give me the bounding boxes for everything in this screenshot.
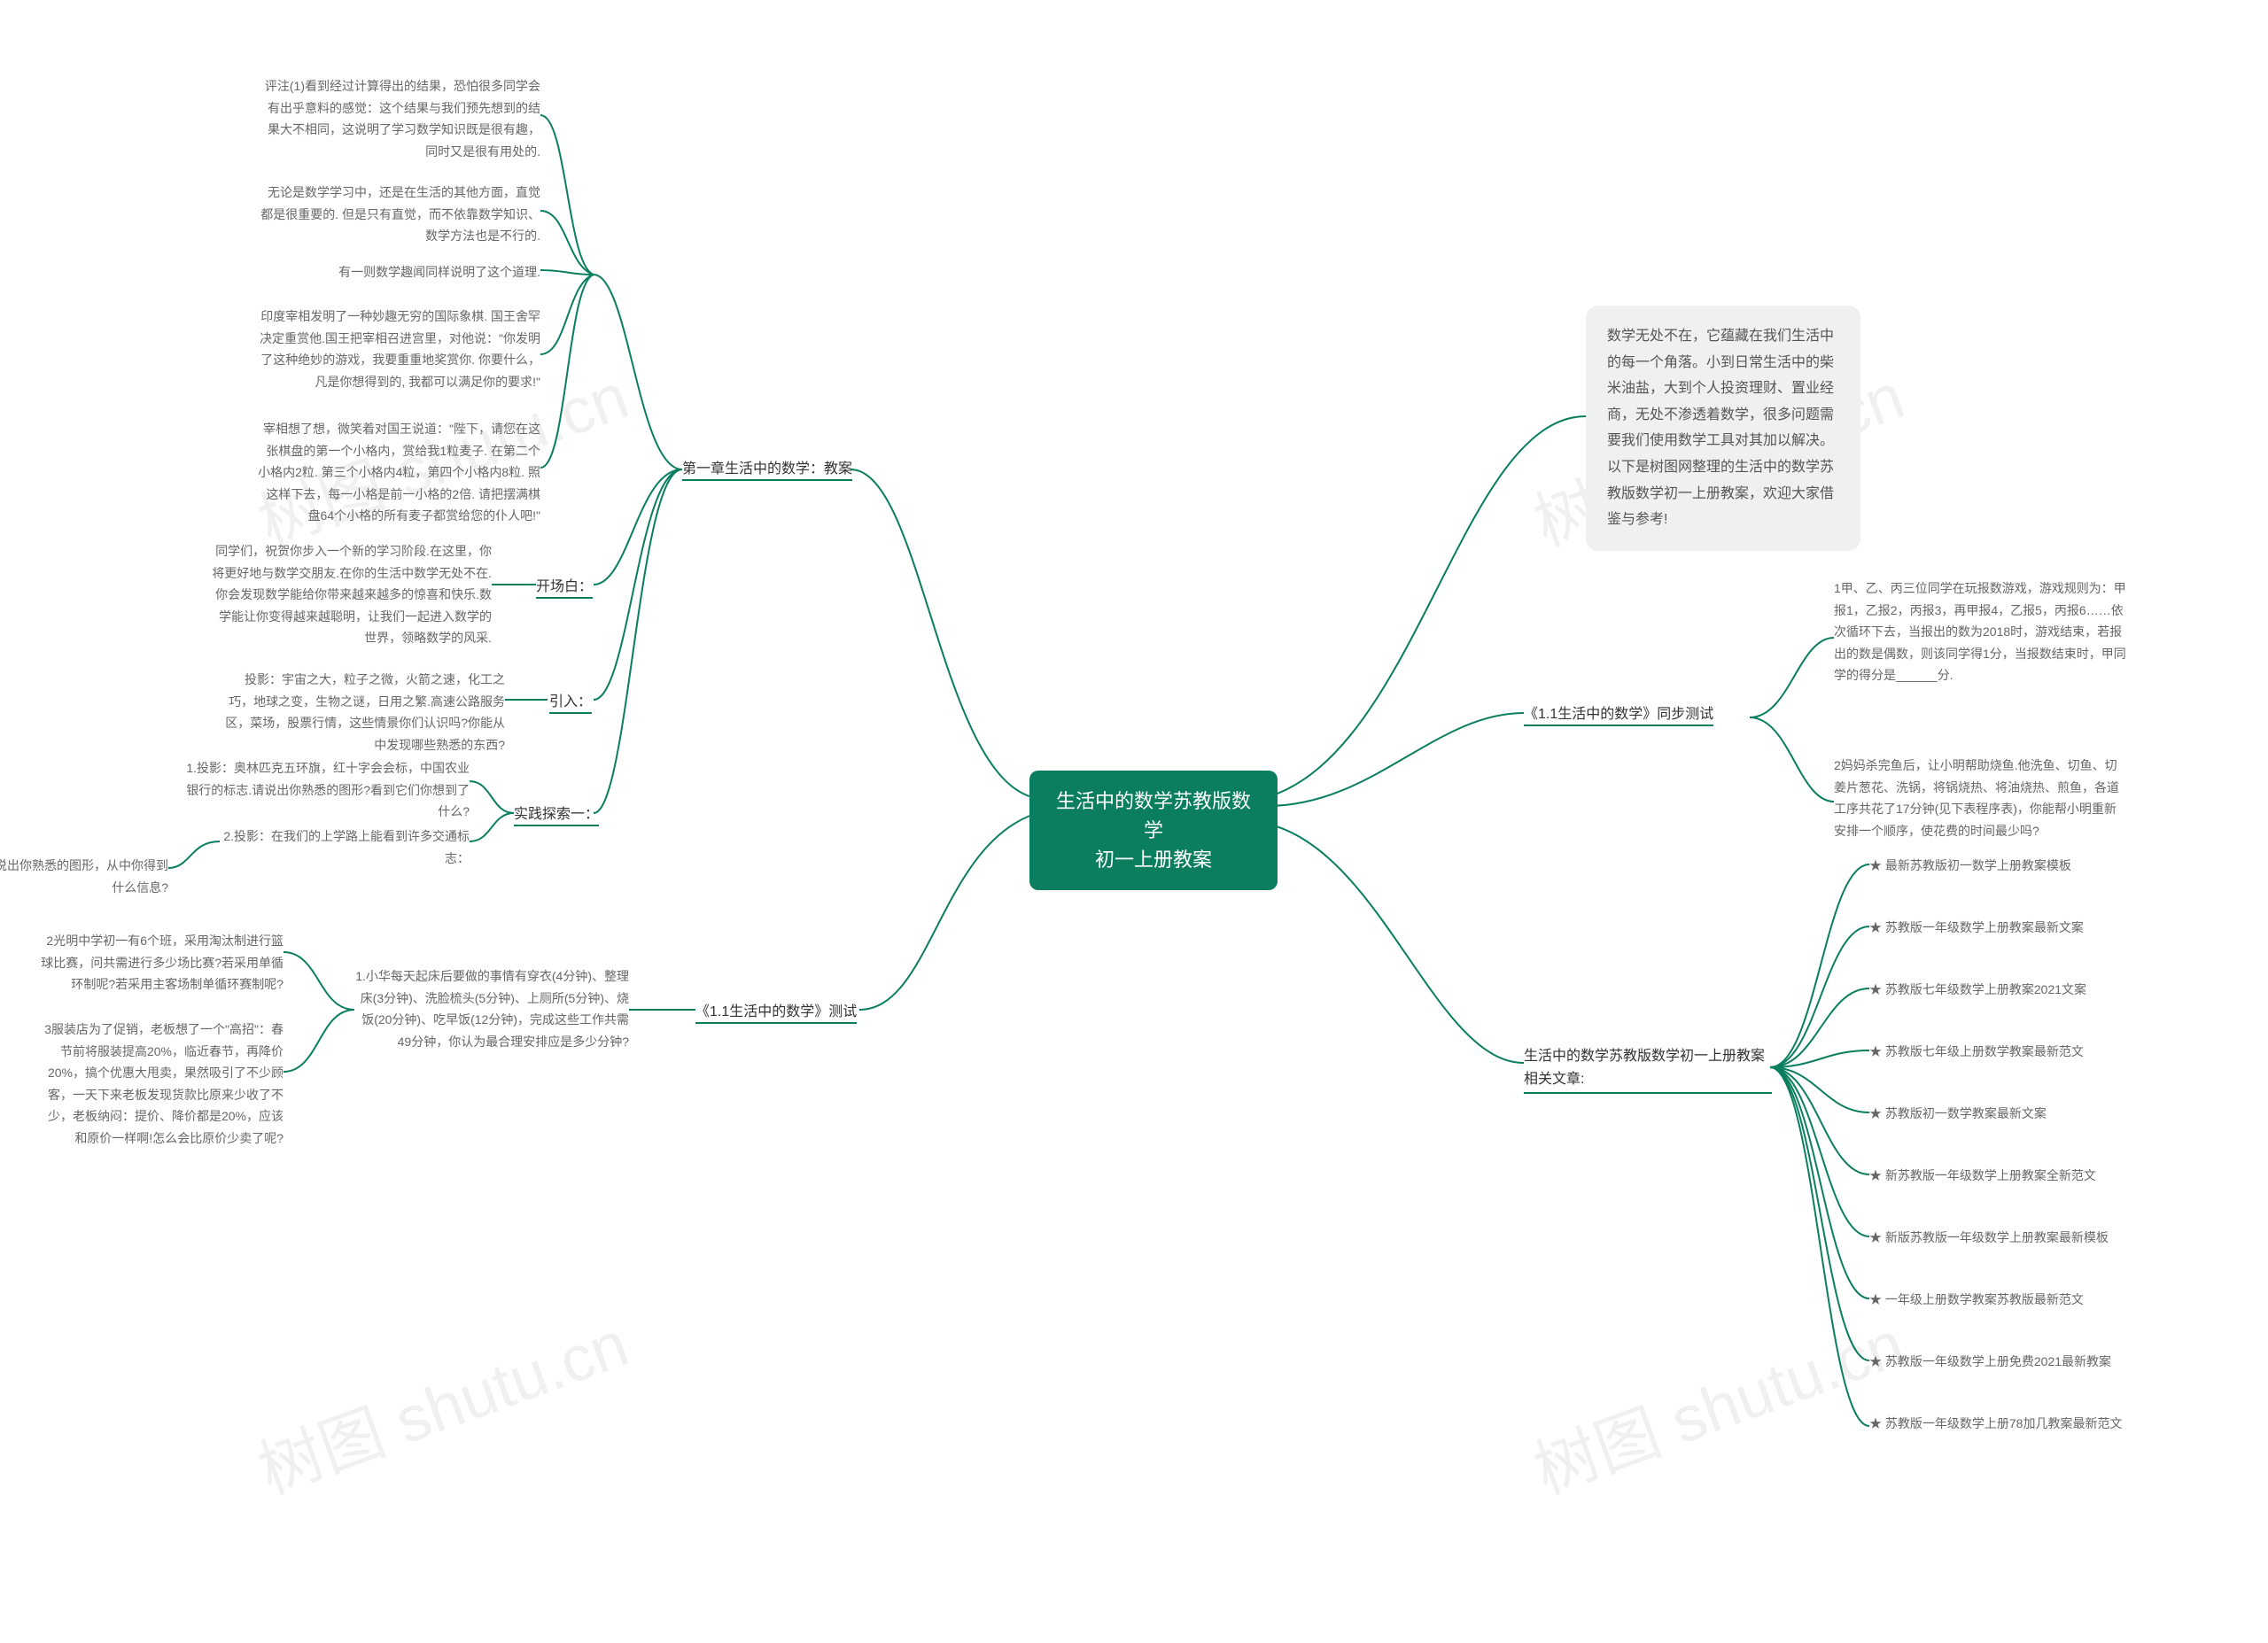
branch-related: 生活中的数学苏教版数学初一上册教案相关文章:: [1524, 1045, 1772, 1090]
center-node: 生活中的数学苏教版数学 初一上册教案: [1029, 771, 1278, 890]
leaf-lesson-0-3: 印度宰相发明了一种妙趣无穷的国际象棋. 国王舍罕决定重赏他.国王把宰相召进宫里，…: [257, 306, 540, 392]
leaf-rel-6: ★ 新版苏教版一年级数学上册教案最新模板: [1869, 1227, 2109, 1249]
leaf-rel-0: ★ 最新苏教版初一数学上册教案模板: [1869, 855, 2071, 877]
branch-test: 《1.1生活中的数学》测试: [695, 999, 857, 1020]
leaf-rel-4: ★ 苏教版初一数学教案最新文案: [1869, 1103, 2047, 1125]
leaf-practice-0: 1.投影：奥林匹克五环旗，红十字会会标，中国农业银行的标志.请说出你熟悉的图形?…: [186, 757, 470, 823]
leaf-rel-1: ★ 苏教版一年级数学上册教案最新文案: [1869, 917, 2084, 939]
leaf-rel-3: ★ 苏教版七年级上册数学教案最新范文: [1869, 1041, 2084, 1063]
leaf-lesson-0-2: 有一则数学趣闻同样说明了这个道理.: [257, 261, 540, 283]
leaf-rel-8: ★ 苏教版一年级数学上册免费2021最新教案: [1869, 1351, 2111, 1373]
branch-intro-l: 引入：: [549, 689, 592, 710]
leaf-practice-1: 2.投影：在我们的上学路上能看到许多交通标志：: [220, 825, 470, 869]
leaf-rel-9: ★ 苏教版一年级数学上册78加几教案最新范文: [1869, 1413, 2153, 1435]
leaf-sync-1: 1甲、乙、丙三位同学在玩报数游戏，游戏规则为：甲报1，乙报2，丙报3，再甲报4，…: [1834, 577, 2126, 686]
leaf-lesson-0-0: 评注(1)看到经过计算得出的结果，恐怕很多同学会有出乎意料的感觉：这个结果与我们…: [257, 75, 540, 162]
leaf-opening-0: 同学们，祝贺你步入一个新的学习阶段.在这里，你将更好地与数学交朋友.在你的生活中…: [208, 540, 492, 649]
leaf-test-0: 1.小华每天起床后要做的事情有穿衣(4分钟)、整理床(3分钟)、洗脸梳头(5分钟…: [354, 965, 629, 1052]
leaf-rel-5: ★ 新苏教版一年级数学上册教案全新范文: [1869, 1165, 2096, 1187]
branch-practice: 实践探索一：: [514, 802, 599, 823]
leaf-test-sub-1: 3服装店为了促销，老板想了一个"高招"：春节前将服装提高20%，临近春节，再降价…: [35, 1019, 284, 1149]
center-title-line2: 初一上册教案: [1054, 845, 1253, 874]
branch-opening: 开场白：: [536, 574, 593, 595]
leaf-lesson-0-1: 无论是数学学习中，还是在生活的其他方面，直觉都是很重要的. 但是只有直觉，而不依…: [257, 182, 540, 247]
leaf-practice-sub: 请你说出你熟悉的图形，从中你得到什么信息?: [0, 855, 168, 898]
intro-node: 数学无处不在，它蕴藏在我们生活中的每一个角落。小到日常生活中的柴米油盐，大到个人…: [1586, 306, 1860, 551]
leaf-lesson-0-4: 宰相想了想，微笑着对国王说道："陛下，请您在这张棋盘的第一个小格内，赏给我1粒麦…: [257, 418, 540, 527]
leaf-intro-l-0: 投影：宇宙之大，粒子之微，火箭之速，化工之巧，地球之变，生物之谜，日用之繁.高速…: [221, 669, 505, 756]
center-title-line1: 生活中的数学苏教版数学: [1054, 787, 1253, 845]
leaf-test-sub-0: 2光明中学初一有6个班，采用淘汰制进行篮球比赛，问共需进行多少场比赛?若采用单循…: [35, 930, 284, 996]
leaf-rel-2: ★ 苏教版七年级数学上册教案2021文案: [1869, 979, 2086, 1001]
branch-sync-test: 《1.1生活中的数学》同步测试: [1524, 701, 1713, 723]
leaf-sync-2: 2妈妈杀完鱼后，让小明帮助烧鱼.他洗鱼、切鱼、切姜片葱花、洗锅，将锅烧热、将油烧…: [1834, 755, 2126, 841]
branch-lesson: 第一章生活中的数学：教案: [682, 456, 852, 477]
leaf-rel-7: ★ 一年级上册数学教案苏教版最新范文: [1869, 1289, 2084, 1311]
